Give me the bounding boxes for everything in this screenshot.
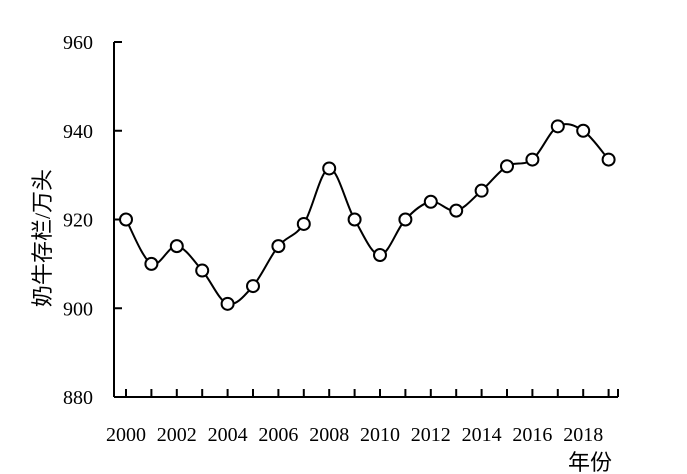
data-point-2017 <box>550 119 565 134</box>
data-point-2004 <box>220 296 235 311</box>
data-point-2014 <box>474 183 489 198</box>
x-tick-label-2018: 2018 <box>563 424 603 446</box>
y-tick-label-920: 920 <box>63 210 93 232</box>
data-point-2008 <box>322 161 337 176</box>
axes <box>113 41 619 398</box>
data-point-2015 <box>500 159 514 174</box>
x-tick-label-2006: 2006 <box>258 424 298 446</box>
x-tick-label-2012: 2012 <box>411 424 451 446</box>
y-axis-title: 奶牛存栏/万头 <box>30 169 55 307</box>
x-tick-label-2016: 2016 <box>512 424 552 446</box>
data-point-2012 <box>423 194 438 209</box>
y-tick-labels: 880 900 920 940 960 <box>63 32 93 409</box>
data-point-2003 <box>195 263 210 278</box>
data-point-2018 <box>576 123 591 138</box>
data-points <box>119 119 616 311</box>
y-tick-label-880: 880 <box>63 387 93 409</box>
series-line <box>125 123 610 306</box>
data-point-2001 <box>144 256 159 271</box>
data-point-2000 <box>119 212 133 227</box>
x-axis-title: 年份 <box>568 450 612 474</box>
y-tick-label-960: 960 <box>63 32 93 54</box>
data-point-2011 <box>398 212 413 227</box>
data-point-2005 <box>246 279 260 294</box>
data-point-2006 <box>271 239 286 254</box>
x-tick-label-2008: 2008 <box>309 424 349 446</box>
x-tick-label-2010: 2010 <box>360 424 400 446</box>
data-point-2019 <box>601 152 616 167</box>
x-tick-label-2014: 2014 <box>462 424 502 446</box>
data-point-2016 <box>525 152 540 167</box>
data-point-2010 <box>373 248 387 262</box>
data-point-2013 <box>449 203 464 218</box>
data-point-2007 <box>296 216 311 231</box>
y-tick-label-900: 900 <box>63 298 93 320</box>
data-point-2009 <box>347 212 362 227</box>
x-tick-labels: 2000 2002 2004 2006 2008 2010 2012 2014 2016 2018 <box>106 424 603 446</box>
data-point-2002 <box>169 239 184 254</box>
y-tick-label-940: 940 <box>63 121 93 143</box>
x-tick-label-2004: 2004 <box>208 424 248 446</box>
x-tick-label-2000: 2000 <box>106 424 146 446</box>
x-tick-label-2002: 2002 <box>157 424 197 446</box>
